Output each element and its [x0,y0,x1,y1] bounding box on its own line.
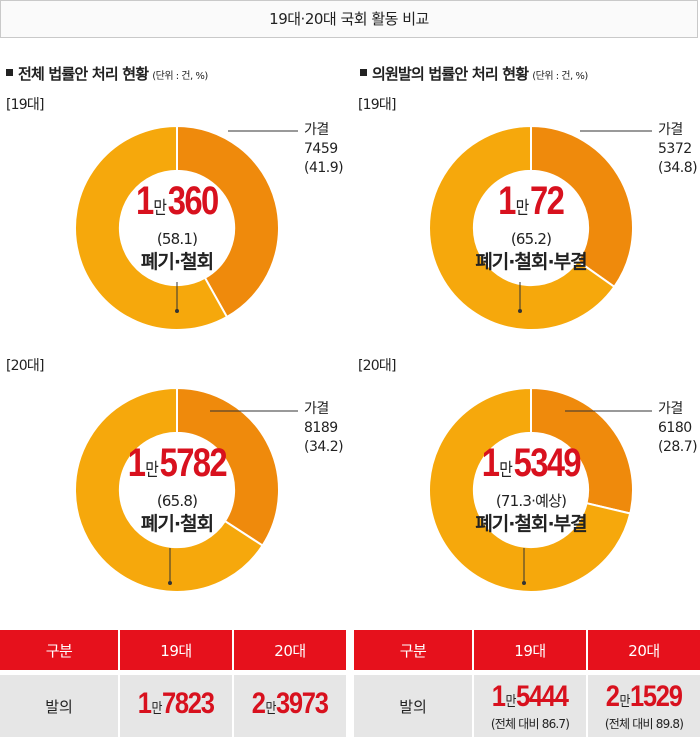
center-number: 1만360 [136,179,219,223]
page-title: 19대·20대 국회 활동 비교 [0,0,698,38]
table-header-cell: 구분 [354,630,474,673]
table-row: 발의 1만5444 (전체 대비 86.7) 2만1529 (전체 대비 89.… [354,670,700,737]
donut-chart-all-19 [73,124,281,336]
table-header-cell: 구분 [0,630,120,673]
annotation-percent: (34.8) [658,160,698,176]
donut-slice-discarded [74,124,229,331]
center-percent: (65.8) [156,492,198,510]
table-header-cell: 20대 [587,630,700,673]
table-cell-20: 2만3973 [233,670,346,737]
right-gen19-label: [19대] [358,97,396,113]
table-note: (전체 대비 89.8) [604,717,684,731]
center-percent: (58.1) [156,230,198,248]
donut-slice-passed [176,386,280,547]
donut-center-all-19: 1만360 (58.1) 폐기·철회 [87,180,267,275]
annotation-passed-member-19: 가결 5372 (34.8) [658,121,698,178]
right-section-title-text: 의원발의 법률안 처리 현황 [372,65,529,83]
donut-center-member-20: 1만5349 (71.3·예상) 폐기·철회·부결 [441,442,621,537]
table-cell-19: 1만7823 [119,670,234,737]
center-caption: 폐기·철회·부결 [475,513,587,535]
table-row-label: 발의 [354,670,474,737]
center-percent: (71.3·예상) [495,492,567,510]
annotation-value: 7459 [304,141,338,157]
annotation-label: 가결 [658,122,683,138]
center-caption: 폐기·철회 [140,251,214,273]
annotation-passed-all-19: 가결 7459 (41.9) [304,121,344,178]
left-unit-note: (단위 : 건, %) [152,71,208,82]
table-all: 구분 19대 20대 발의 1만7823 2만3973 [0,630,346,737]
donut-chart-member-20 [427,386,635,598]
left-section-title-text: 전체 법률안 처리 현황 [18,65,149,83]
annotation-percent: (41.9) [304,160,344,176]
annotation-value: 6180 [658,420,692,436]
left-gen19-label: [19대] [6,97,44,113]
center-caption: 폐기·철회·부결 [475,251,587,273]
leader-dot [175,309,179,313]
right-gen20-label: [20대] [358,358,396,374]
donut-chart-member-19 [427,124,635,336]
donut-svg [74,124,280,331]
donut-slice-passed [176,124,280,319]
leader-dot [522,581,526,585]
leader-dot [168,581,172,585]
center-caption: 폐기·철회 [140,513,214,535]
donut-svg [428,124,634,331]
donut-slice-discarded [428,124,616,331]
donut-slice-passed [530,124,634,289]
donut-center-member-19: 1만72 (65.2) 폐기·철회·부결 [441,180,621,275]
center-number: 1만72 [498,179,565,223]
donut-chart-all-20 [73,386,281,598]
donut-slice-discarded [428,386,632,593]
left-section-title: 전체 법률안 처리 현황 (단위 : 건, %) [6,63,208,84]
annotation-label: 가결 [304,401,329,417]
leader-dot [518,309,522,313]
table-cell-20: 2만1529 (전체 대비 89.8) [587,670,700,737]
table-note: (전체 대비 86.7) [490,717,570,731]
annotation-label: 가결 [304,122,329,138]
right-unit-note: (단위 : 건, %) [532,71,588,82]
center-number: 1만5349 [481,441,582,485]
annotation-label: 가결 [658,401,683,417]
table-header-cell: 19대 [473,630,588,673]
annotation-passed-all-20: 가결 8189 (34.2) [304,400,344,457]
donut-slice-passed [530,386,634,515]
table-row: 발의 1만7823 2만3973 [0,670,346,737]
bullet-square-icon [360,69,367,76]
table-header-row: 구분 19대 20대 [0,630,346,673]
table-header-cell: 20대 [233,630,346,673]
donut-slice-discarded [74,386,264,593]
right-section-title: 의원발의 법률안 처리 현황 (단위 : 건, %) [360,63,588,84]
table-row-label: 발의 [0,670,120,737]
annotation-value: 5372 [658,141,692,157]
bullet-square-icon [6,69,13,76]
table-member: 구분 19대 20대 발의 1만5444 (전체 대비 86.7) 2만1529… [354,630,700,737]
center-percent: (65.2) [510,230,552,248]
annotation-percent: (28.7) [658,439,698,455]
table-header-row: 구분 19대 20대 [354,630,700,673]
annotation-percent: (34.2) [304,439,344,455]
donut-center-all-20: 1만5782 (65.8) 폐기·철회 [87,442,267,537]
annotation-value: 8189 [304,420,338,436]
annotation-passed-member-20: 가결 6180 (28.7) [658,400,698,457]
left-gen20-label: [20대] [6,358,44,374]
donut-svg [428,386,634,593]
donut-svg [74,386,280,593]
table-header-cell: 19대 [119,630,234,673]
center-number: 1만5782 [127,441,228,485]
table-cell-19: 1만5444 (전체 대비 86.7) [473,670,588,737]
